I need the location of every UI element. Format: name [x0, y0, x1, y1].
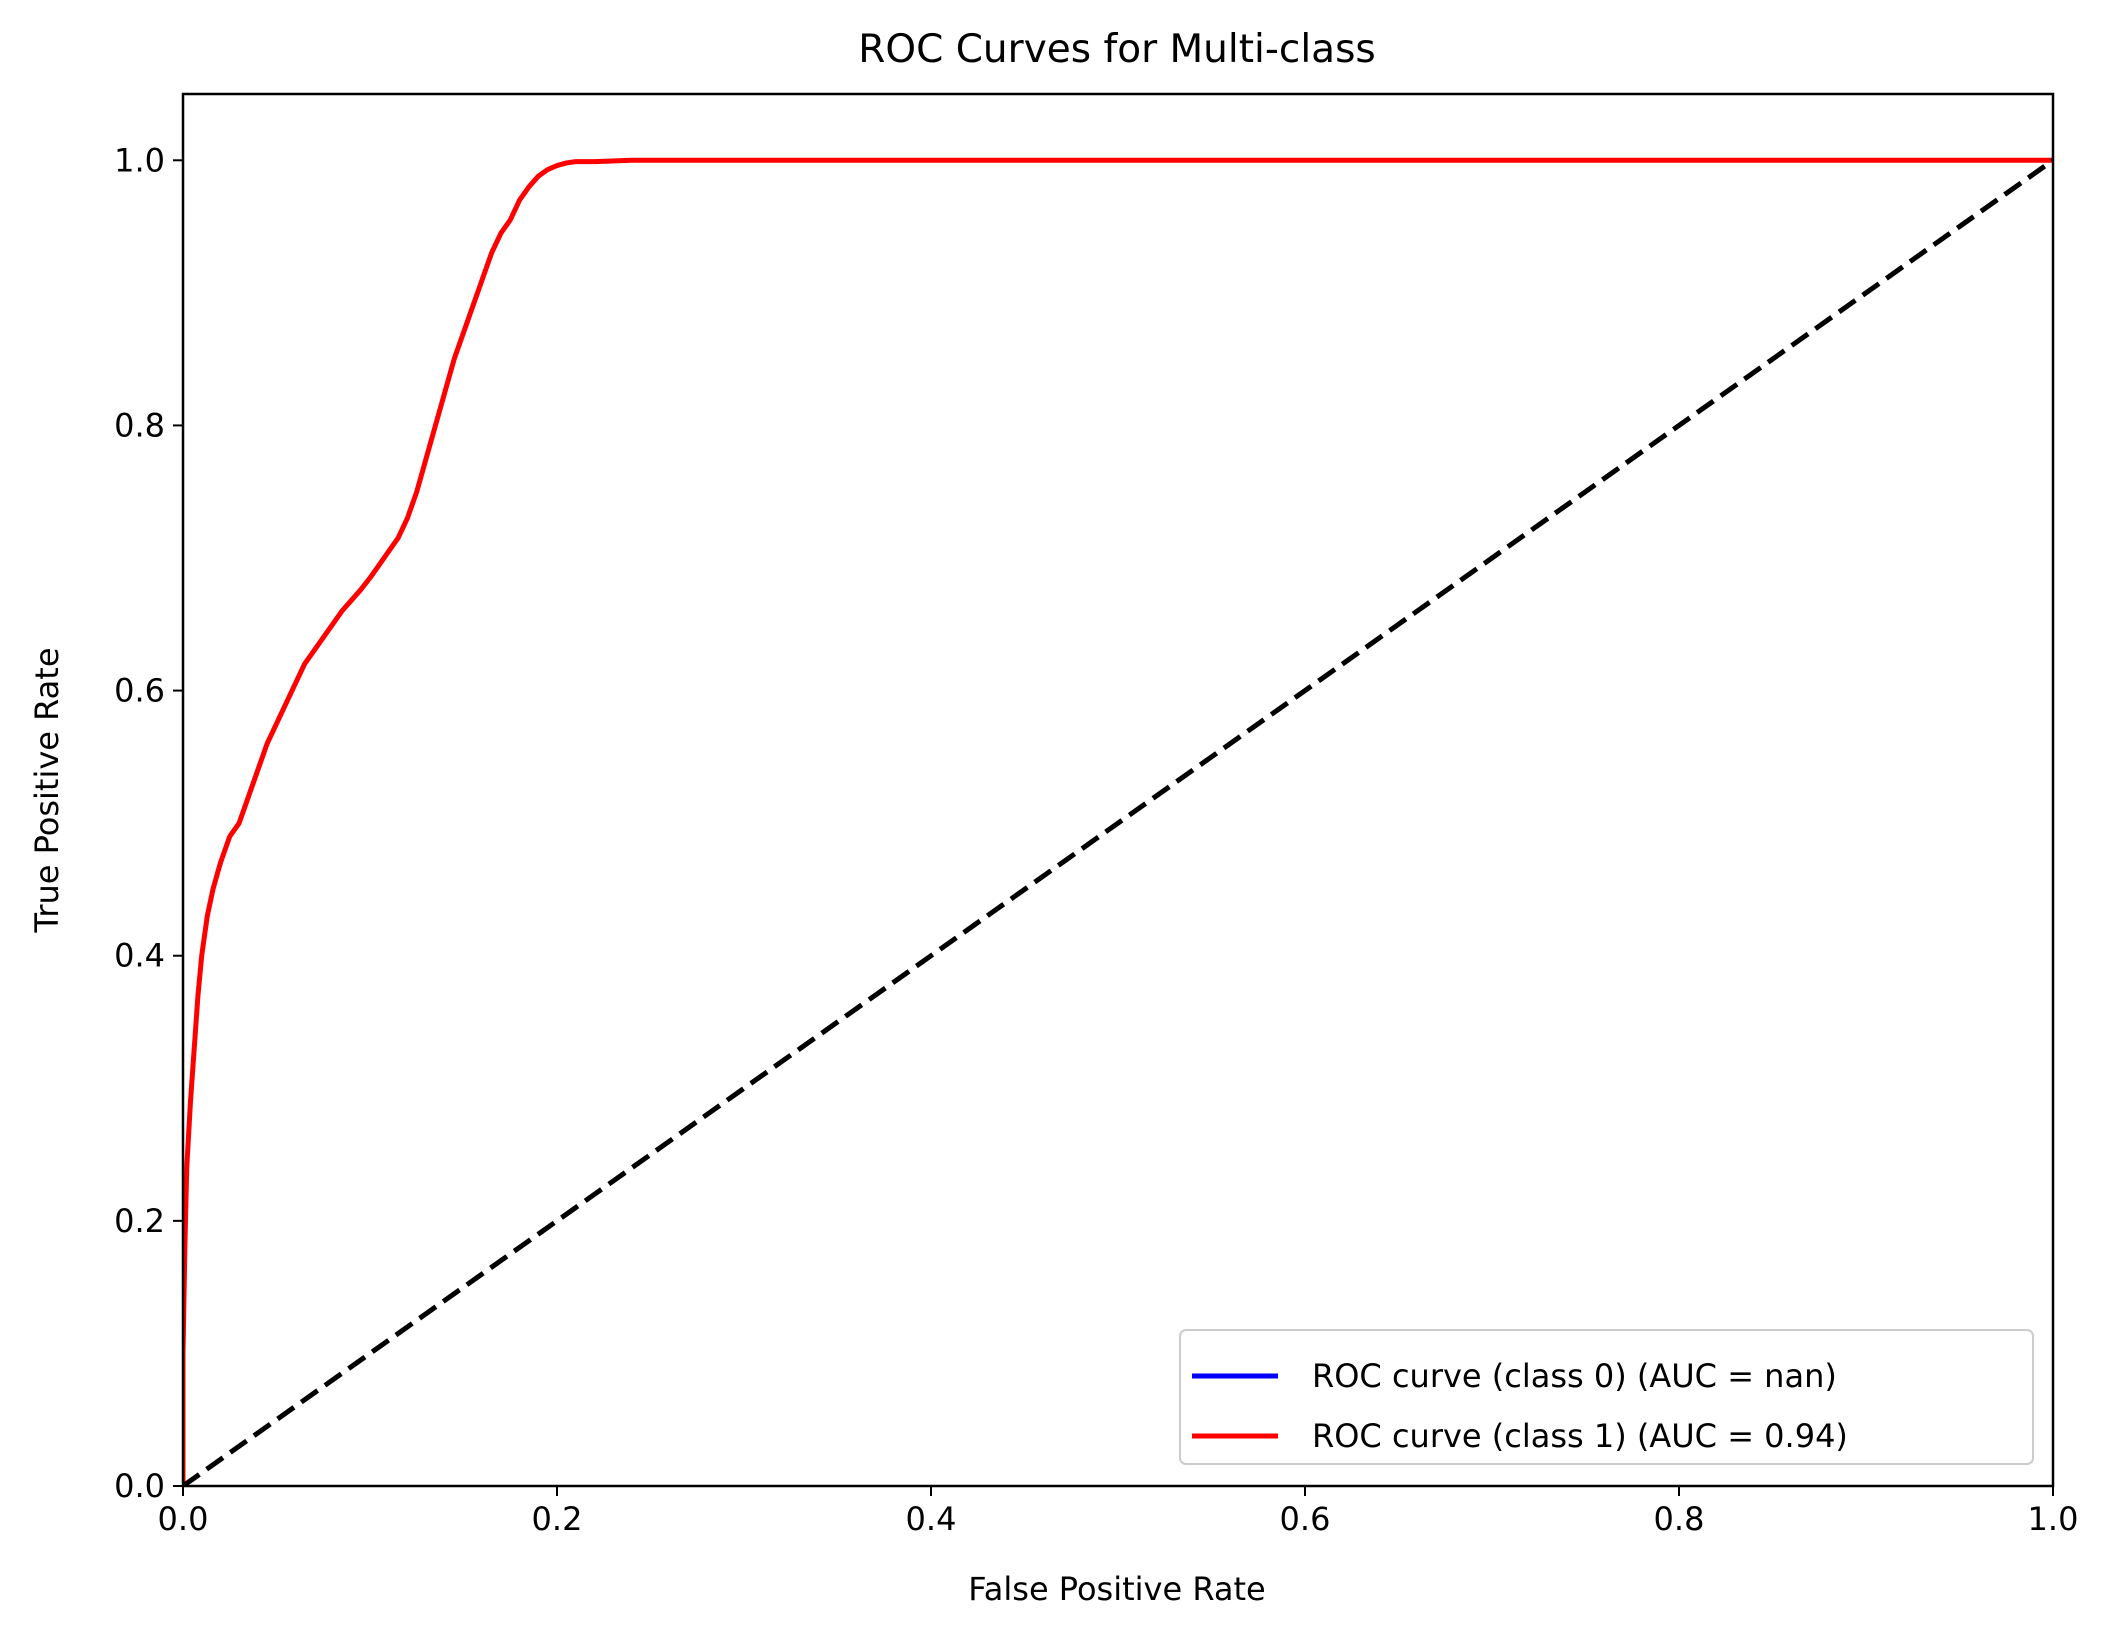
- legend: ROC curve (class 0) (AUC = nan) ROC curve…: [1179, 1329, 2034, 1465]
- legend-entries: ROC curve (class 0) (AUC = nan) ROC curve…: [1192, 1357, 1848, 1455]
- y-tick-label: 0.2: [114, 1202, 165, 1240]
- y-tick-label: 1.0: [114, 141, 165, 179]
- roc-curve-line-class-1: [183, 157, 2053, 1486]
- y-tick-label: 0.0: [114, 1467, 165, 1505]
- legend-label-class-0: ROC curve (class 0) (AUC = nan): [1312, 1357, 1837, 1395]
- legend-label-class-1: ROC curve (class 1) (AUC = 0.94): [1312, 1417, 1848, 1455]
- diagonal-reference-line: [183, 158, 2053, 1486]
- y-axis-ticks: 0.0 0.2 0.4 0.6 0.8 1.0: [114, 141, 183, 1505]
- x-axis-label: False Positive Rate: [968, 1570, 1265, 1608]
- plot-frame: [181, 92, 2055, 1488]
- x-tick-label: 1.0: [2028, 1500, 2079, 1538]
- y-tick-label: 0.4: [114, 937, 165, 975]
- y-axis-label: True Positive Rate: [28, 647, 66, 933]
- legend-box: [1179, 1329, 2034, 1465]
- y-tick-label: 0.8: [114, 406, 165, 444]
- x-axis-ticks: 0.0 0.2 0.4 0.6 0.8 1.0: [158, 1486, 2079, 1538]
- plot-area: [181, 92, 2055, 1488]
- y-tick-label: 0.6: [114, 672, 165, 710]
- x-tick-label: 0.0: [158, 1500, 209, 1538]
- x-tick-label: 0.6: [1280, 1500, 1331, 1538]
- chart-title: ROC Curves for Multi-class: [858, 27, 1375, 72]
- x-tick-label: 0.2: [532, 1500, 583, 1538]
- x-tick-label: 0.4: [906, 1500, 957, 1538]
- series-layer: [183, 157, 2053, 1486]
- x-tick-label: 0.8: [1654, 1500, 1705, 1538]
